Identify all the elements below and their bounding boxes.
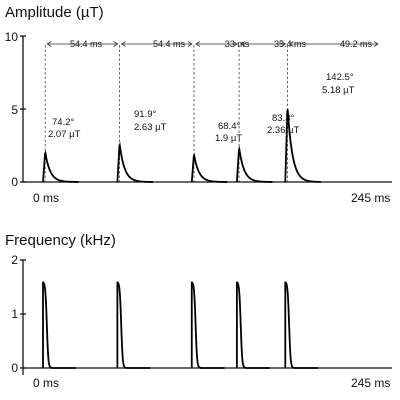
interval-arrowhead-left-3 (195, 41, 201, 47)
pulse-1-amp: 2.07 µT (48, 129, 81, 140)
pulse-4-angle: 83.3° (272, 113, 294, 124)
pulse-5-amp: 5.18 µT (322, 85, 355, 96)
amp-ytick-10: 10 (5, 30, 19, 44)
freq-pulse-2 (116, 281, 151, 369)
amp-xtick-start: 0 ms (33, 191, 59, 205)
interval-arrowhead-left-1 (46, 41, 52, 47)
amp-ytick-0: 0 (11, 175, 18, 189)
pulse-3-angle: 68.4° (218, 121, 240, 132)
freq-pulse-4 (235, 281, 270, 369)
amp-pulse-2 (116, 141, 153, 183)
pulse-2-angle: 91.9° (134, 109, 156, 120)
freq-ytick-2: 2 (11, 253, 18, 267)
frequency-panel: Frequency (kHz) 2 1 0 0 ms 245 ms (5, 232, 390, 390)
interval-arrowhead-right-3 (232, 41, 238, 47)
freq-xtick-start: 0 ms (33, 376, 59, 390)
amp-pulse-4 (235, 145, 273, 183)
amplitude-panel: Amplitude (µT) 10 5 0 0 ms 245 ms 54.4 m… (5, 4, 391, 205)
pulse-1-angle: 74.2° (52, 117, 74, 128)
amp-pulse-5 (284, 109, 321, 183)
pulse-4-amp: 2.36 µT (267, 125, 300, 136)
interval-arrowhead-left-4 (240, 41, 246, 47)
interval-arrowhead-right-2 (187, 41, 193, 47)
amplitude-title: Amplitude (µT) (5, 4, 104, 21)
freq-pulse-1 (42, 281, 76, 369)
interval-arrowhead-left-5 (288, 41, 294, 47)
freq-ytick-1: 1 (11, 307, 18, 321)
interval-arrowhead-right-4 (281, 41, 287, 47)
frequency-plot-area (23, 281, 392, 369)
interval-arrowhead-right-1 (113, 41, 119, 47)
pulse-3-amp: 1.9 µT (215, 133, 242, 144)
pulse-2-amp: 2.63 µT (134, 122, 167, 133)
frequency-title: Frequency (kHz) (5, 232, 116, 249)
amp-pulse-1 (42, 150, 79, 183)
amp-pulse-3 (190, 152, 228, 183)
amplitude-plot-area (23, 41, 392, 183)
interval-arrowhead-right-5 (373, 41, 379, 47)
pulse-5-angle: 142.5° (326, 72, 354, 83)
freq-xtick-end: 245 ms (351, 376, 390, 390)
freq-ytick-0: 0 (11, 361, 18, 375)
amp-xtick-end: 245 ms (351, 191, 390, 205)
freq-pulse-5 (284, 281, 319, 369)
amp-ytick-5: 5 (11, 103, 18, 117)
freq-pulse-3 (190, 281, 225, 369)
interval-arrowhead-left-2 (120, 41, 126, 47)
